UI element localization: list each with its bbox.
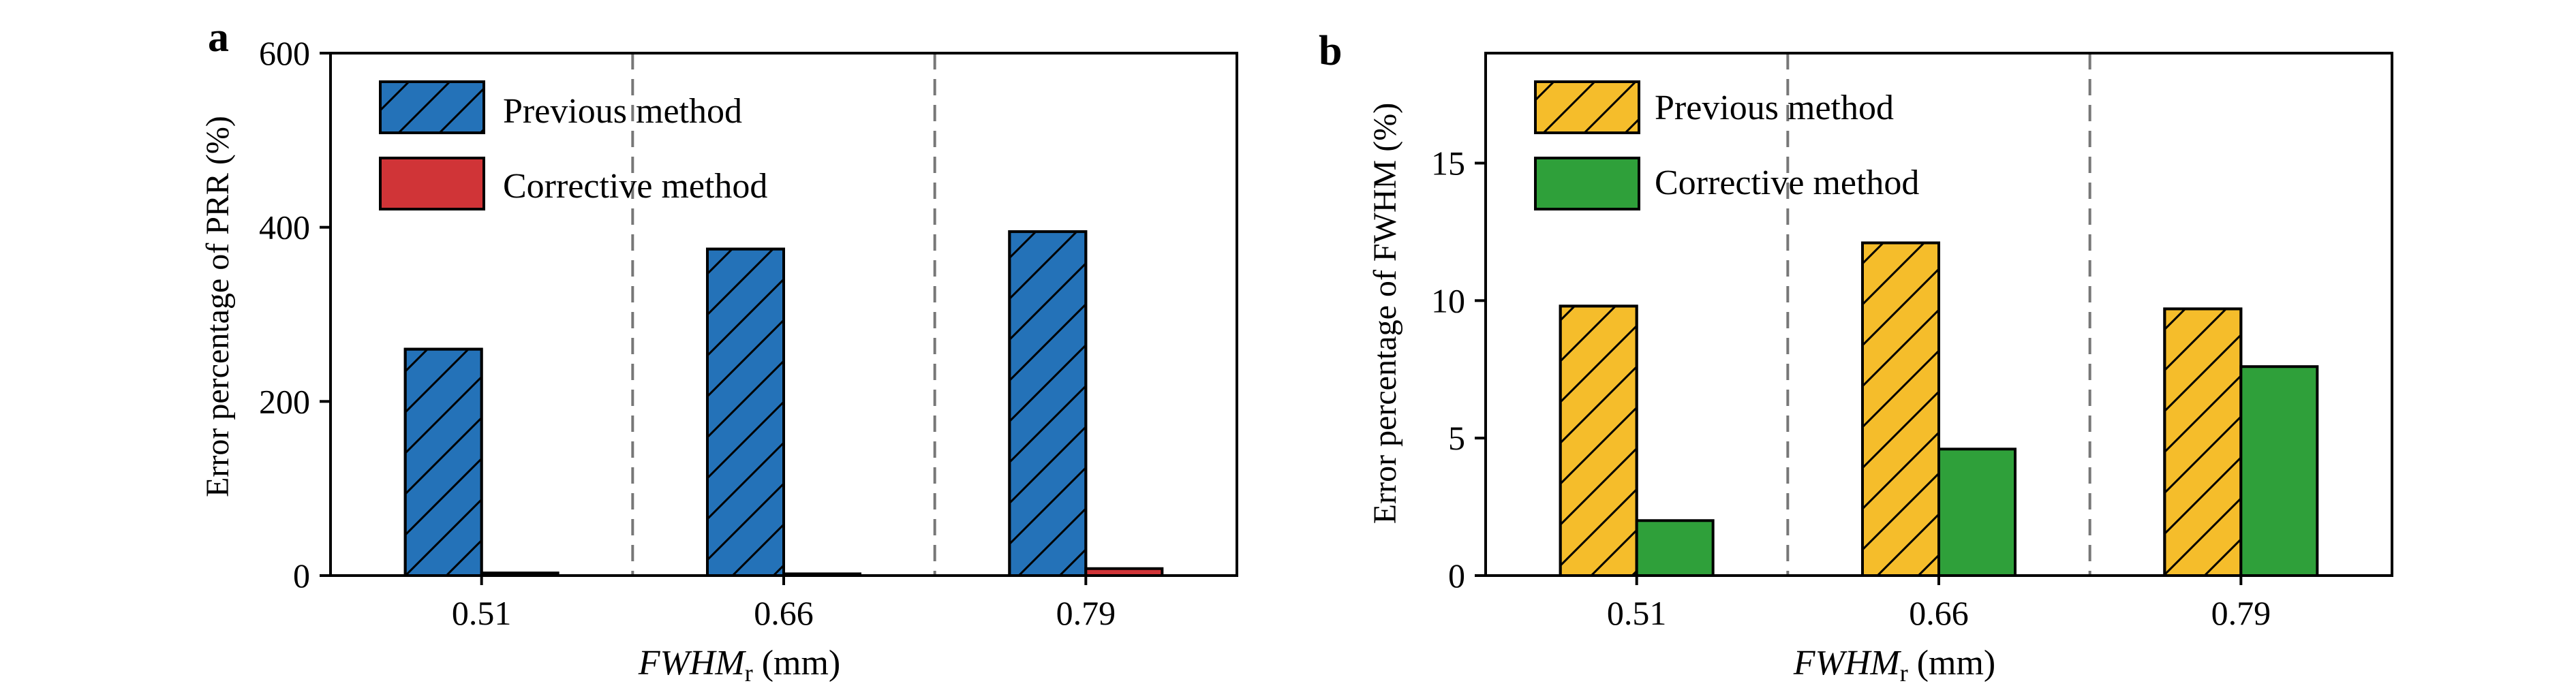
bar-hatch-previous-0.66-b: [1861, 241, 1940, 577]
x-axis-label-b: FWHMr (mm): [1793, 644, 1995, 687]
x-tick-label: 0.66: [1909, 594, 1969, 632]
legend-swatch-corrective-a: [379, 157, 485, 210]
panel-label-a: a: [208, 14, 229, 61]
plot-content-a: 0.51 0.66 0.79 0 200 400 600: [259, 34, 1164, 632]
x-tick-label: 0.66: [754, 594, 814, 632]
y-tick-label: 5: [1448, 419, 1465, 457]
y-axis-label-b: Error percentage of FWHM (%): [1367, 103, 1403, 524]
y-tick-label: 15: [1431, 144, 1465, 182]
bar-hatch-previous-0.79-b: [2163, 307, 2243, 577]
bar-corrective-0.79-b: [2239, 365, 2319, 577]
panel-a: a Error percentage of PRR (%) FWHMr (mm)…: [200, 14, 1238, 687]
x-tick-label: 0.79: [1056, 594, 1116, 632]
legend-label-corrective-b: Corrective method: [1655, 163, 1919, 202]
y-tick-label: 10: [1431, 281, 1465, 319]
bar-hatch-previous-0.51-a: [403, 347, 483, 578]
x-axis-label-a: FWHMr (mm): [638, 644, 840, 687]
x-tick-label: 0.51: [452, 594, 512, 632]
y-tick-label: 0: [1448, 556, 1465, 595]
bar-hatch-previous-0.66-a: [706, 247, 785, 577]
y-tick-label: 200: [259, 382, 310, 420]
bar-hatch-previous-0.51-b: [1559, 304, 1638, 577]
legend-b: Previous method Corrective method: [1534, 80, 1919, 210]
plot-frame-a: [329, 52, 1238, 577]
x-tick-label: 0.51: [1607, 594, 1667, 632]
y-tick-label: 400: [259, 208, 310, 247]
y-axis-label-a: Error percentage of PRR (%): [200, 116, 236, 497]
bar-corrective-0.51-b: [1635, 519, 1715, 578]
panel-b: b Error percentage of FWHM (%) FWHMr (mm…: [1319, 28, 2393, 687]
plot-content-b: 0.51 0.66 0.79 0 5 10 15: [1431, 53, 2319, 632]
bar-hatch-previous-0.79-a: [1008, 230, 1088, 577]
bar-corrective-0.66-b: [1937, 448, 2017, 577]
legend-label-previous-a: Previous method: [503, 92, 742, 131]
y-tick-label: 600: [259, 34, 310, 72]
legend-swatch-previous-a-hatch: [379, 80, 485, 134]
plot-frame-b: [1484, 52, 2393, 577]
legend-a: Previous method Corrective method: [379, 80, 767, 210]
panel-label-b: b: [1319, 28, 1342, 74]
x-tick-label: 0.79: [2211, 594, 2271, 632]
legend-swatch-previous-b-hatch: [1534, 80, 1640, 134]
y-tick-label: 0: [293, 556, 310, 595]
legend-label-previous-b: Previous method: [1655, 89, 1894, 127]
legend-swatch-corrective-b: [1534, 157, 1640, 210]
legend-label-corrective-a: Corrective method: [503, 167, 767, 206]
